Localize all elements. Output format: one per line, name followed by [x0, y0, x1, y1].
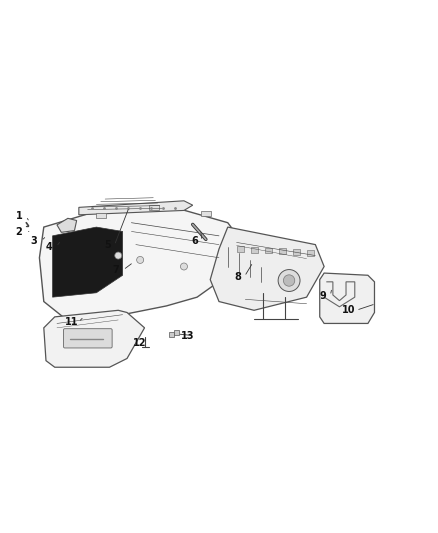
Bar [96, 213, 106, 219]
Bar [237, 246, 244, 252]
Bar [174, 330, 179, 335]
Text: 7: 7 [113, 265, 120, 275]
Text: 10: 10 [343, 305, 356, 316]
Polygon shape [57, 219, 77, 232]
Text: 13: 13 [181, 330, 194, 341]
Text: 8: 8 [234, 272, 241, 281]
Text: 2: 2 [15, 228, 22, 237]
Polygon shape [39, 205, 241, 319]
Circle shape [283, 275, 295, 286]
Text: 4: 4 [46, 242, 53, 252]
Polygon shape [53, 227, 123, 297]
Bar [201, 211, 211, 216]
Bar [279, 248, 286, 254]
Circle shape [137, 256, 144, 263]
Bar [307, 250, 314, 255]
Text: 3: 3 [31, 236, 38, 246]
Text: 5: 5 [104, 240, 111, 251]
Text: 9: 9 [320, 291, 327, 301]
Bar [293, 249, 300, 255]
Circle shape [115, 252, 122, 259]
Circle shape [278, 270, 300, 292]
Polygon shape [210, 227, 324, 310]
FancyBboxPatch shape [64, 329, 112, 348]
Bar [251, 247, 258, 253]
Text: 11: 11 [65, 317, 78, 327]
Polygon shape [79, 201, 193, 215]
Text: 1: 1 [15, 211, 22, 221]
Bar [169, 332, 174, 337]
Polygon shape [44, 310, 145, 367]
Polygon shape [320, 273, 374, 324]
Text: 12: 12 [133, 338, 146, 348]
Bar [265, 248, 272, 254]
Bar [149, 205, 159, 211]
Text: 6: 6 [191, 236, 198, 246]
Circle shape [180, 263, 187, 270]
